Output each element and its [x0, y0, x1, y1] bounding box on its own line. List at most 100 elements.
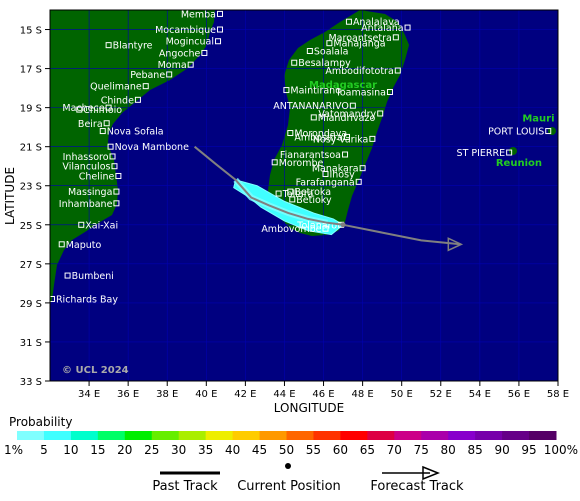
legend-scale-label: 50: [279, 443, 294, 457]
past-track-line: [193, 145, 344, 226]
place-name: PORT LOUIS: [488, 127, 544, 138]
legend-color-swatch: [394, 431, 422, 440]
past-track-key-label: Past Track: [152, 479, 218, 494]
place-name: Besalampy: [298, 58, 351, 69]
legend-color-swatch: [97, 431, 126, 440]
lat-tick-label: 31 S: [20, 338, 42, 349]
place-name: Bumbeni: [72, 271, 114, 282]
legend-scale-label: 100%: [544, 443, 578, 457]
place-marker: [216, 26, 223, 33]
place-name: Xai-Xai: [85, 220, 118, 231]
place-marker: [289, 196, 296, 203]
place-name: Analalava: [353, 17, 400, 28]
place-marker: [342, 151, 349, 158]
place-marker: [50, 295, 55, 302]
place-name: Betioky: [296, 195, 332, 206]
legend-scale-label: 80: [441, 443, 456, 457]
place-name: Maintirano: [290, 86, 341, 97]
place-name: Ambovombe: [261, 224, 321, 235]
place-marker: [349, 102, 356, 109]
place-marker: [310, 114, 317, 121]
place-name: Inhassoro: [63, 152, 109, 163]
legend-scale-label: 20: [117, 443, 132, 457]
place-name: Nova Sofala: [107, 127, 164, 138]
place-name: ANTANANARIVO: [273, 101, 349, 112]
africa-landmass: [50, 10, 215, 305]
place-name: Angoche: [159, 48, 201, 59]
legend-scale-label: 60: [333, 443, 348, 457]
place-marker: [287, 130, 294, 137]
legend-color-swatch: [43, 431, 72, 440]
legend-scale-label: 95: [521, 443, 536, 457]
lon-tick-label: 46 E: [312, 389, 334, 400]
copyright-text: © UCL 2024: [62, 365, 129, 376]
place-marker: [386, 89, 393, 96]
graticule: [50, 10, 558, 381]
x-axis-title: LONGITUDE: [274, 401, 344, 415]
place-name: Inhambane: [59, 199, 113, 210]
legend-color-swatch: [475, 431, 503, 440]
legend-color-swatch: [421, 431, 449, 440]
place-marker: [326, 40, 333, 47]
lon-tick-label: 38 E: [156, 389, 178, 400]
place-name: Maroantsetra: [328, 33, 391, 44]
latitude-tick-labels: 15 S 17 S 19 S 21 S 23 S 25 S 27 S 29 S 31 S 33 S: [20, 26, 50, 388]
place-marker: [283, 87, 290, 94]
place-marker: [355, 178, 362, 185]
map-frame: [49, 9, 559, 382]
legend-color-swatch: [259, 431, 287, 440]
place-marker: [109, 153, 116, 160]
forecast-arrow-head: [447, 237, 464, 252]
place-marker: [216, 10, 223, 17]
place-name: Chimoio: [83, 105, 122, 116]
region-name: Reunion: [496, 158, 542, 169]
legend-color-swatch: [502, 431, 530, 440]
legend-color-swatch: [232, 431, 261, 440]
legend-title: Probability: [9, 415, 72, 429]
legend-color-swatch: [17, 431, 45, 440]
place-name: Antalaha: [361, 23, 403, 34]
legend-scale-label: 5: [40, 443, 48, 457]
forecast-track-line: [342, 223, 461, 246]
lon-tick-label: 54 E: [469, 389, 491, 400]
place-name: Moma: [158, 60, 187, 71]
legend-scale-label: 75: [414, 443, 429, 457]
legend-scale-label: 45: [252, 443, 267, 457]
place-name: Mocambique: [155, 25, 216, 36]
lon-tick-label: 34 E: [78, 389, 100, 400]
lat-tick-label: 29 S: [20, 299, 42, 310]
place-marker: [369, 135, 376, 142]
place-name: Ambodifototra: [325, 66, 393, 77]
legend-color-swatch: [124, 431, 153, 440]
lon-tick-label: 48 E: [351, 389, 373, 400]
place-name: Pebane: [130, 70, 165, 81]
place-marker: [58, 241, 65, 248]
place-marker: [187, 61, 194, 68]
lat-tick-label: 27 S: [20, 260, 42, 271]
place-name: Morombe: [279, 158, 324, 169]
legend-color-swatch: [286, 431, 314, 440]
legend-scale-label: 10: [63, 443, 78, 457]
legend-color-swatch: [367, 431, 395, 440]
place-marker: [345, 18, 352, 25]
lon-tick-label: 40 E: [195, 389, 217, 400]
place-marker: [275, 190, 282, 197]
lat-tick-label: 25 S: [20, 221, 42, 232]
place-marker: [394, 67, 401, 74]
place-name: Ambositra: [294, 132, 343, 143]
place-marker: [64, 272, 71, 279]
place-labels: Memba MocambiqueMogincualAngocheMomaPeban…: [50, 10, 552, 305]
y-axis-title: LATITUDE: [3, 167, 17, 225]
place-marker: [105, 42, 112, 49]
legend-color-swatch: [151, 431, 180, 440]
place-marker: [78, 221, 85, 228]
lon-tick-label: 58 E: [547, 389, 569, 400]
legend-color-swatch: [205, 431, 234, 440]
place-name: Ihosy: [329, 170, 355, 181]
legend-scale-label: 35: [198, 443, 213, 457]
place-marker: [113, 200, 120, 207]
legend-scale-label: 30: [171, 443, 186, 457]
place-marker: [545, 128, 552, 135]
place-marker: [404, 24, 411, 31]
place-marker: [287, 188, 294, 195]
